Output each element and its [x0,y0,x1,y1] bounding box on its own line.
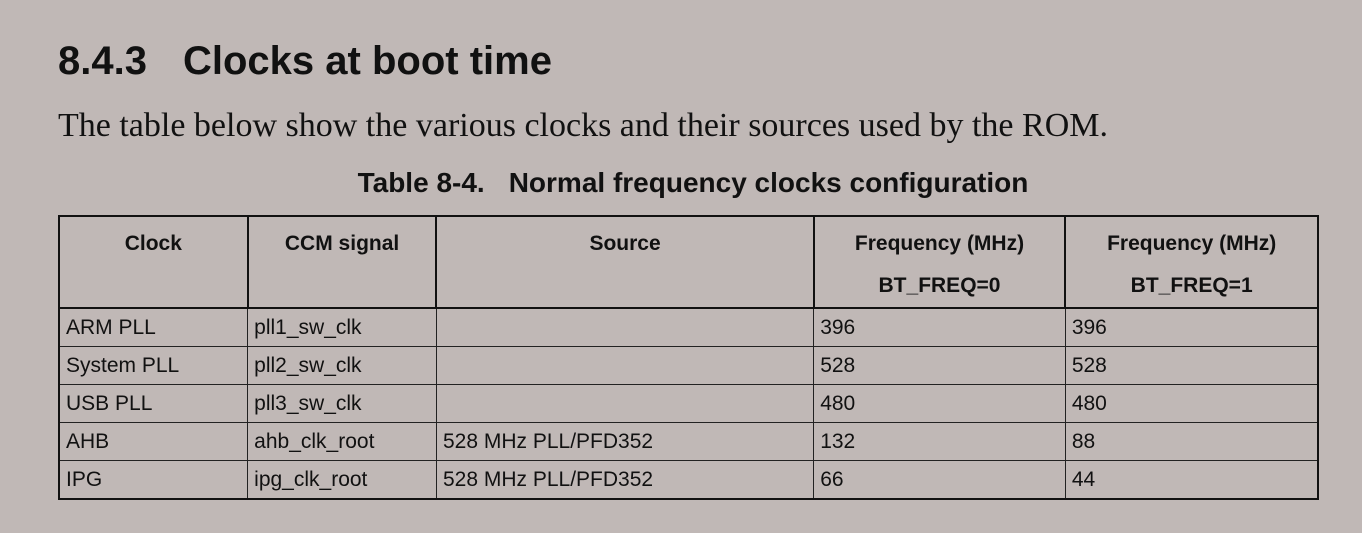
cell-frequency-bt-freq-0: 528 [813,346,1066,385]
table-row: System PLL pll2_sw_clk 528 528 [58,346,1319,385]
table-caption: Table 8-4. Normal frequency clocks config… [0,164,1362,202]
section-title: Clocks at boot time [183,39,552,83]
cell-frequency-bt-freq-1: 44 [1064,460,1319,500]
cell-frequency-bt-freq-0: 132 [813,422,1066,461]
cell-frequency-bt-freq-0: 66 [813,460,1066,500]
cell-source: 528 MHz PLL/PFD352 [435,422,815,461]
cell-frequency-bt-freq-0: 480 [813,384,1066,423]
header-frequency-bt-freq-0: Frequency (MHz) BT_FREQ=0 [812,215,1067,309]
cell-clock: USB PLL [58,384,249,423]
cell-clock: System PLL [58,346,249,385]
section-heading: 8.4.3 Clocks at boot time [58,36,552,86]
cell-frequency-bt-freq-1: 480 [1064,384,1319,423]
cell-clock: AHB [58,422,249,461]
cell-clock: ARM PLL [58,307,249,347]
cell-frequency-bt-freq-1: 88 [1064,422,1319,461]
cell-frequency-bt-freq-0: 396 [813,307,1066,347]
table-header-row: Clock CCM signal Source Frequency (MHz) B… [58,215,1319,309]
cell-source [435,384,815,423]
table-row: ARM PLL pll1_sw_clk 396 396 [58,307,1319,347]
table-row: IPG ipg_clk_root 528 MHz PLL/PFD352 66 4… [58,460,1319,500]
cell-source [435,346,815,385]
header-frequency-bt-freq-1: Frequency (MHz) BT_FREQ=1 [1064,215,1319,309]
cell-frequency-bt-freq-1: 396 [1064,307,1319,347]
cell-clock: IPG [58,460,249,500]
cell-ccm-signal: pll2_sw_clk [247,346,437,385]
cell-source: 528 MHz PLL/PFD352 [435,460,815,500]
section-number: 8.4.3 [58,39,147,83]
table-caption-title: Normal frequency clocks configuration [508,167,1029,198]
cell-ccm-signal: ipg_clk_root [247,460,437,500]
table-caption-number: Table 8-4. [357,167,485,198]
header-ccm-signal: CCM signal [246,215,438,309]
clocks-table: Clock CCM signal Source Frequency (MHz) B… [58,215,1319,500]
table-row: AHB ahb_clk_root 528 MHz PLL/PFD352 132 … [58,422,1319,461]
cell-ccm-signal: ahb_clk_root [247,422,437,461]
cell-ccm-signal: pll3_sw_clk [247,384,437,423]
intro-paragraph: The table below show the various clocks … [58,107,1108,144]
cell-source [435,307,815,347]
header-source: Source [435,215,815,309]
table-row: USB PLL pll3_sw_clk 480 480 [58,384,1319,423]
header-clock: Clock [58,215,249,309]
cell-frequency-bt-freq-1: 528 [1064,346,1319,385]
cell-ccm-signal: pll1_sw_clk [247,307,437,347]
